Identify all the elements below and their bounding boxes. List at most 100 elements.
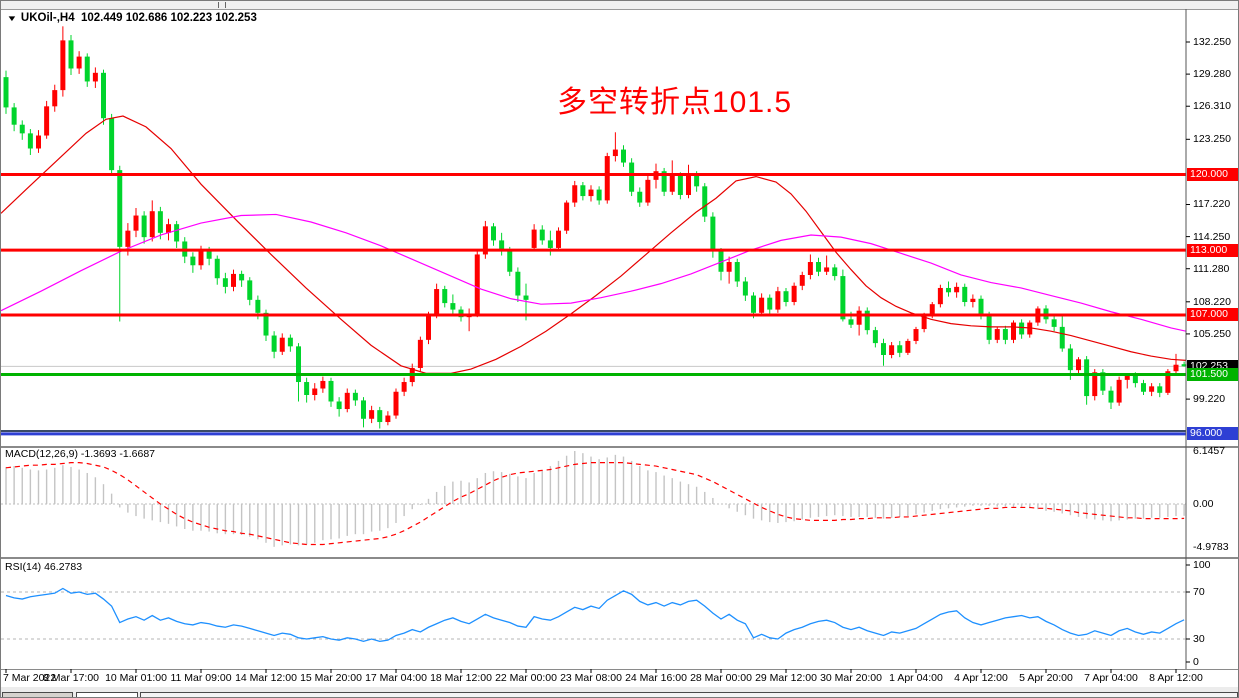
candle-body — [474, 254, 480, 314]
candle-body — [141, 215, 147, 238]
price-axis-label: 126.310 — [1193, 100, 1231, 113]
rsi-axis-label: 100 — [1193, 559, 1211, 571]
candle-body — [872, 330, 878, 344]
candle-body — [840, 276, 846, 320]
rsi-indicator-label: RSI(14) 46.2783 — [5, 561, 83, 573]
price-badge: 101.500 — [1187, 367, 1238, 381]
candle-body — [60, 40, 66, 91]
time-axis-label: 11 Mar 09:00 — [170, 672, 232, 684]
candle-body — [937, 287, 943, 305]
candle-body — [417, 339, 423, 368]
candle-body — [1132, 375, 1138, 384]
candle-body — [604, 156, 610, 201]
chart-title: ▼ UKOil-,H4 102.449 102.686 102.223 102.2… — [6, 12, 256, 24]
chart-tab-1[interactable] — [2, 692, 73, 697]
time-axis-label: 22 Mar 00:00 — [495, 672, 557, 684]
candle-body — [369, 410, 375, 419]
rsi-axis-label: 30 — [1193, 633, 1205, 645]
candle-body — [759, 297, 765, 313]
price-axis-label: 123.250 — [1193, 133, 1231, 146]
time-axis-label: 8 Apr 12:00 — [1149, 672, 1203, 684]
candle-body — [1076, 359, 1081, 371]
time-axis-label: 29 Mar 12:00 — [755, 672, 817, 684]
chart-tab-3[interactable] — [140, 692, 1238, 697]
candle-body — [929, 304, 935, 315]
candle-body — [393, 391, 399, 416]
price-badge: 96.000 — [1187, 427, 1238, 441]
candle-body — [1149, 386, 1155, 392]
candle-body — [1019, 322, 1025, 335]
macd-axis-label: -4.9783 — [1193, 540, 1229, 553]
candle-body — [491, 226, 496, 241]
candle-body — [645, 179, 651, 203]
rsi-axis-label: 70 — [1193, 586, 1205, 598]
price-axis-label: 99.220 — [1193, 393, 1226, 406]
candle-body — [304, 382, 310, 395]
candle-body — [320, 380, 326, 389]
price-axis-label: 111.280 — [1193, 262, 1230, 275]
candle-body — [352, 392, 358, 401]
candle-body — [84, 56, 90, 82]
candle-body — [864, 310, 870, 331]
candle-body — [710, 216, 716, 252]
candle-body — [287, 337, 293, 347]
candle-body — [547, 240, 553, 248]
time-axis-border — [1, 669, 1238, 670]
candle-body — [206, 250, 212, 259]
candle-body — [507, 250, 513, 272]
candle-body — [247, 280, 253, 300]
panel-separator — [1, 446, 1238, 448]
annotation-text[interactable]: 多空转折点101.5 — [557, 86, 793, 119]
candle-body — [986, 314, 992, 340]
time-axis-label: 28 Mar 00:00 — [690, 672, 752, 684]
time-axis-label: 8 Mar 17:00 — [42, 672, 100, 684]
candle-body — [174, 224, 180, 242]
symbol-dropdown-icon[interactable]: ▼ — [6, 14, 18, 23]
candle-body — [279, 337, 285, 352]
candle-body — [1067, 348, 1073, 371]
rsi-axis-label: 0 — [1193, 656, 1199, 668]
candle-body — [1092, 372, 1098, 397]
candle-body — [125, 230, 131, 247]
candle-body — [734, 262, 740, 282]
candle-body — [76, 56, 82, 69]
candle-body — [263, 312, 269, 336]
candle-body — [52, 90, 58, 107]
price-axis-label: 132.250 — [1193, 36, 1231, 48]
chart-tab-2[interactable] — [76, 692, 138, 697]
candle-body — [694, 175, 700, 187]
candle-body — [946, 287, 951, 293]
candle-body — [726, 262, 732, 272]
candle-body — [361, 400, 366, 419]
candle-body — [621, 149, 626, 163]
candle-body — [783, 291, 789, 303]
candle-body — [44, 106, 50, 136]
candle-body — [539, 229, 545, 241]
candle-body — [1011, 322, 1016, 340]
panel-separator — [1, 557, 1238, 559]
candle-body — [848, 319, 854, 325]
candle-body — [1051, 319, 1057, 327]
candle-body — [751, 295, 756, 313]
candle-body — [954, 286, 960, 293]
candle-body — [523, 295, 529, 300]
candle-body — [1141, 383, 1146, 392]
price-badge: 120.000 — [1187, 167, 1238, 181]
candle-body — [482, 226, 488, 255]
candle-body — [1181, 364, 1187, 367]
candle-body — [377, 410, 383, 423]
time-axis-label: 7 Mar 2022 — [3, 672, 57, 684]
candle-body — [556, 230, 561, 248]
candle-body — [68, 40, 74, 69]
candle-body — [239, 273, 245, 281]
candle-body — [807, 262, 813, 275]
candle-body — [426, 314, 431, 340]
time-axis-label: 4 Apr 12:00 — [954, 672, 1008, 684]
price-axis-label: 105.250 — [1193, 327, 1231, 340]
candle-body — [336, 401, 342, 410]
price-axis-label: 114.250 — [1193, 230, 1231, 243]
candle-body — [580, 185, 586, 197]
candle-body — [856, 310, 862, 325]
